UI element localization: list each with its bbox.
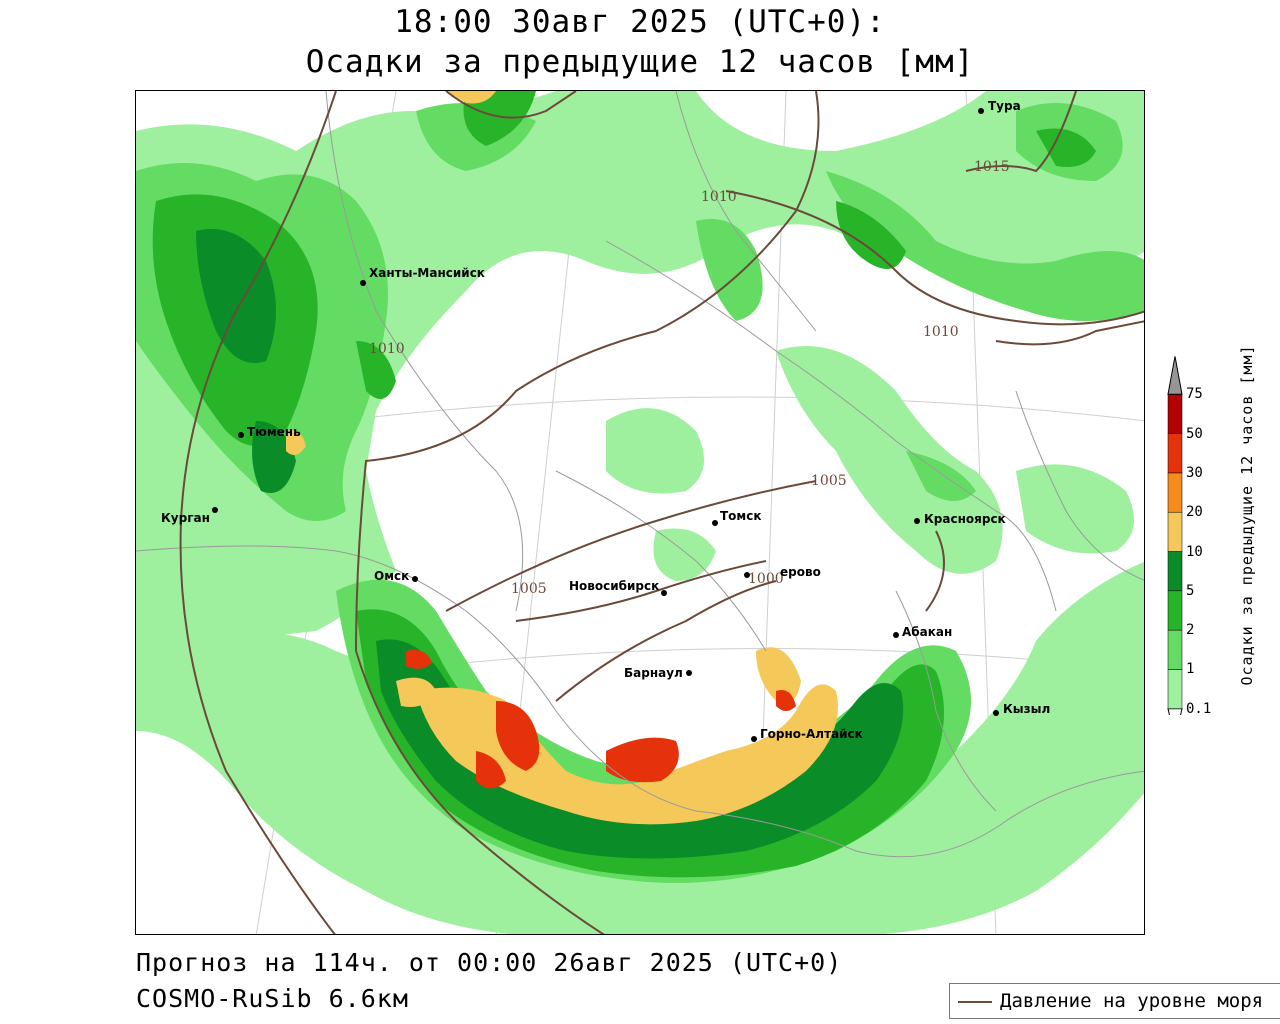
isobar-label-1010-east: 1010 [923,324,959,340]
map-title: 18:00 30авг 2025 (UTC+0): [394,4,886,40]
precip-30-50 [406,649,796,789]
map-subtitle: Осадки за предыдущие 12 часов [мм] [305,44,975,80]
isobar-label-1015: 1015 [974,159,1010,175]
colorbar-segment [1167,669,1183,709]
city-label-kurgan: Курган [161,511,210,525]
city-kemerovo: ерово [744,565,821,579]
colorbar-tick-label: 10 [1186,543,1203,560]
precip-10-20 [286,91,838,825]
precip-colorbar [1167,356,1183,715]
city-markers: Тура Ханты-Мансийск Тюмень Курган Омск Т… [161,99,1050,742]
city-label-khanty-mansiysk: Ханты-Мансийск [369,266,485,280]
city-gorno-altaysk: Горно-Алтайск [751,727,863,742]
city-novosibirsk: Новосибирск [569,579,667,596]
city-kyzyl: Кызыл [993,702,1050,716]
city-label-tyumen: Тюмень [247,425,301,439]
colorbar-segment [1167,590,1183,631]
city-kurgan: Курган [161,507,218,525]
colorbar-tick-label: 30 [1186,464,1203,481]
isobar-lines [179,91,1144,934]
isobar-label-1005-west: 1005 [511,581,547,597]
colorbar-segment [1167,551,1183,592]
isobar-label-1010-north: 1010 [701,189,737,205]
city-omsk: Омск [374,569,418,583]
isobar-label-1005-east: 1005 [811,473,847,489]
colorbar-segment [1167,629,1183,670]
isobar-labels: 1015 1010 1010 1010 1005 1005 1000 [369,159,1010,597]
colorbar-segment [1167,511,1183,552]
city-label-kyzyl: Кызыл [1003,702,1050,716]
city-tura: Тура [978,99,1021,114]
city-label-barnaul: Барнаул [624,666,683,680]
isobar-legend-line [958,1001,992,1003]
colorbar-tick-label: 50 [1186,425,1203,442]
colorbar-tick-label: 0.1 [1186,700,1212,717]
isobar-label-1000: 1000 [748,571,784,587]
city-label-tomsk: Томск [720,509,762,523]
colorbar-tick-label: 2 [1186,622,1195,639]
map-canvas: 1015 1010 1010 1010 1005 1005 1000 Тура … [136,91,1144,934]
colorbar-arrow-low [1167,708,1183,715]
forecast-info: Прогноз на 114ч. от 00:00 26авг 2025 (UT… [136,948,843,977]
isobar-label-1010-west: 1010 [369,341,405,357]
city-barnaul: Барнаул [624,666,692,680]
isobar-legend-label: Давление на уровне моря [1000,990,1264,1012]
colorbar-title: Осадки за предыдущие 12 часов [мм] [1236,330,1258,700]
city-label-tura: Тура [988,99,1021,113]
city-khanty-mansiysk: Ханты-Мансийск [360,266,485,286]
colorbar-arrow-high [1167,356,1183,395]
city-label-gorno-altaysk: Горно-Алтайск [760,727,863,741]
city-tyumen: Тюмень [238,425,301,439]
colorbar-title-text: Осадки за предыдущие 12 часов [мм] [1238,344,1256,686]
colorbar-segment [1167,433,1183,474]
colorbar-tick-label: 5 [1186,582,1195,599]
colorbar-tick-label: 1 [1186,661,1195,678]
city-label-novosibirsk: Новосибирск [569,579,659,593]
colorbar-segment [1167,394,1183,434]
precip-heavy [196,229,904,859]
colorbar-tick-label: 75 [1186,386,1203,403]
city-label-kemerovo: ерово [780,565,821,579]
city-tomsk: Томск [712,509,762,526]
city-abakan: Абакан [893,625,952,639]
precipitation-map: 1015 1010 1010 1010 1005 1005 1000 Тура … [135,90,1145,935]
admin-borders [136,91,1144,858]
city-label-krasnoyarsk: Красноярск [924,512,1006,526]
colorbar-segment [1167,472,1183,513]
city-label-omsk: Омск [374,569,409,583]
isobar-legend: Давление на уровне моря [949,983,1280,1019]
colorbar-tick-label: 20 [1186,504,1203,521]
city-krasnoyarsk: Красноярск [914,512,1006,526]
model-name: COSMO-RuSib 6.6км [136,984,409,1013]
city-label-abakan: Абакан [902,625,952,639]
